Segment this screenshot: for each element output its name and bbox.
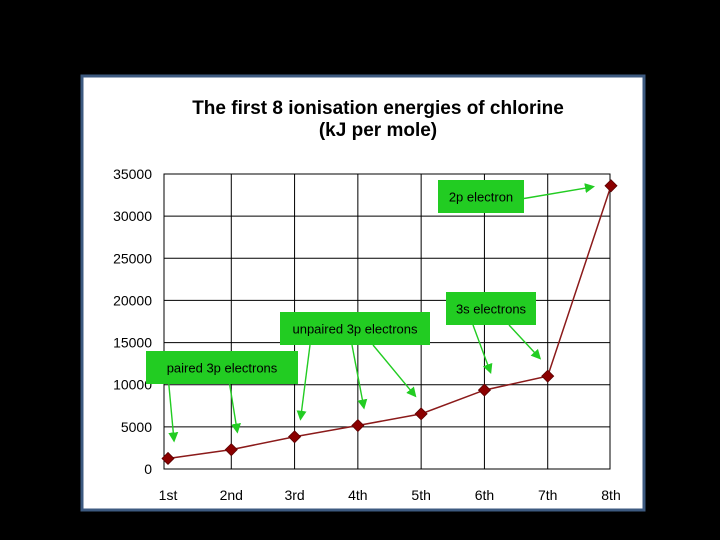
data-point-1st: [161, 451, 175, 466]
y-axis-tick-labels: 0 5000 10000 15000 20000 25000 30000 35000: [113, 166, 152, 477]
data-point-5th: [414, 407, 428, 421]
y-tick-label: 0: [144, 461, 152, 477]
callout-box: [438, 180, 524, 213]
chart-title-line-1: The first 8 ionisation energies of chlor…: [192, 98, 564, 119]
data-point-4th: [351, 418, 365, 433]
x-tick-label: 6th: [475, 487, 494, 503]
callout-arrows: [168, 183, 595, 443]
x-tick-label: 4th: [348, 487, 367, 503]
y-tick-label: 15000: [113, 335, 152, 351]
data-point-2nd: [224, 443, 238, 457]
y-tick-label: 10000: [113, 377, 152, 393]
callout-arrow: [472, 324, 493, 374]
y-tick-label: 5000: [121, 419, 152, 435]
data-point-3rd: [288, 430, 302, 444]
x-tick-label: 3rd: [284, 487, 304, 503]
callout-boxes: paired 3p electrons unpaired 3p electrons…: [146, 180, 536, 384]
callout-arrow: [372, 344, 417, 398]
data-point-8th: [604, 179, 618, 193]
y-tick-label: 35000: [113, 166, 152, 182]
callout-box: [146, 351, 298, 384]
callout-label: unpaired 3p electrons: [292, 322, 418, 337]
data-point-7th: [541, 369, 555, 383]
x-tick-label: 5th: [411, 487, 430, 503]
callout-box: [280, 312, 430, 345]
data-point-6th: [477, 383, 491, 397]
y-tick-label: 20000: [113, 292, 152, 308]
x-tick-label: 8th: [601, 487, 620, 503]
callout-label: 3s electrons: [456, 302, 527, 317]
x-axis-tick-labels: 1st 2nd 3rd 4th 5th 6th 7th 8th: [159, 487, 621, 503]
callout-box: [446, 292, 536, 325]
callout-arrow: [168, 383, 179, 443]
y-tick-label: 30000: [113, 208, 152, 224]
callout-label: 2p electron: [449, 190, 513, 205]
x-tick-label: 2nd: [220, 487, 243, 503]
callout-arrow: [523, 183, 595, 200]
series-line: [161, 179, 618, 466]
callout-label: paired 3p electrons: [167, 361, 278, 376]
callout-arrow: [351, 344, 368, 410]
chart-title-line-2: (kJ per mole): [319, 120, 437, 141]
callout-arrow: [228, 383, 241, 434]
x-tick-label: 7th: [538, 487, 557, 503]
x-tick-label: 1st: [159, 487, 178, 503]
callout-arrow: [508, 324, 542, 360]
y-tick-label: 25000: [113, 250, 152, 266]
data-line: [167, 185, 612, 460]
callout-arrow: [296, 344, 311, 421]
